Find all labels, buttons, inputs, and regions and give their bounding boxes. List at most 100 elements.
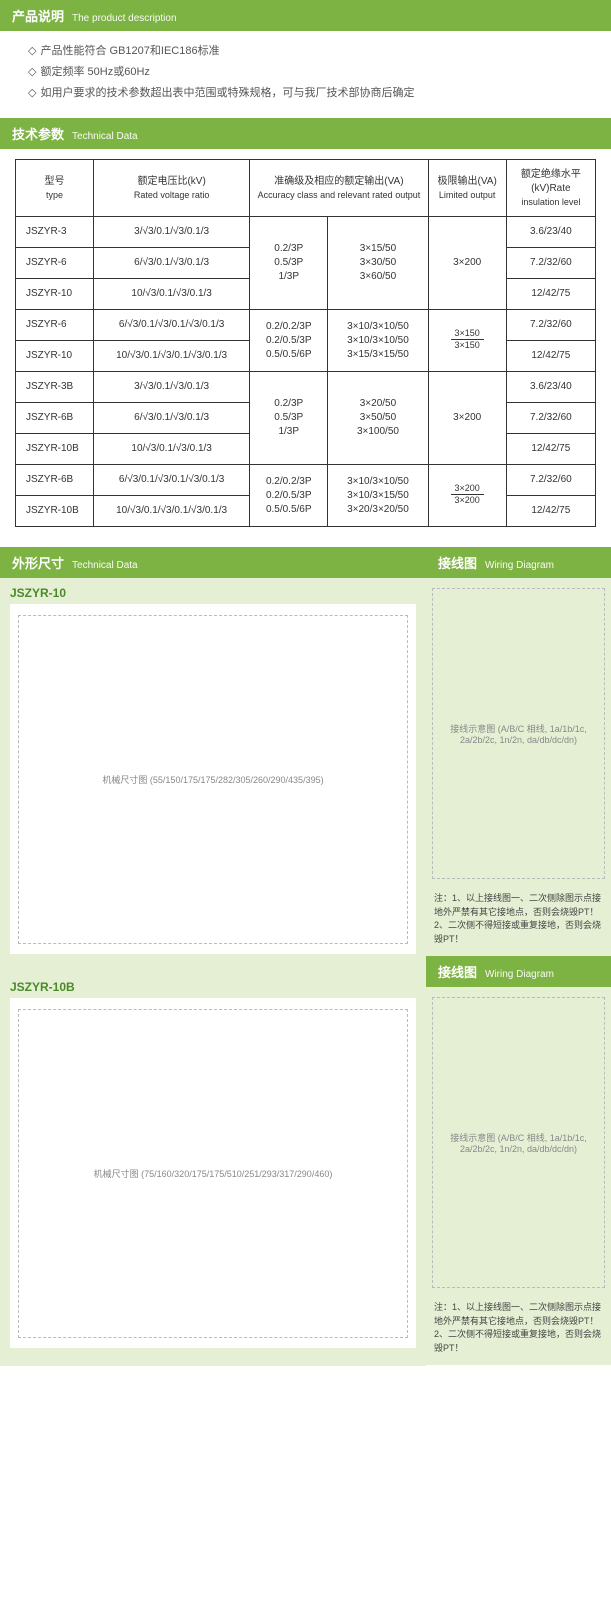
col-type-en: type [20, 189, 89, 202]
wiring-note-1: 注：1、以上接线图一、二次侧除图示点接地外严禁有其它接地点，否则会烧毁PT！ 2… [426, 888, 611, 956]
table-cell: 12/42/75 [506, 341, 595, 372]
wiring-placeholder: 接线示意图 (A/B/C 相线, 1a/1b/1c, 2a/2b/2c, 1n/… [432, 588, 606, 879]
table-cell: 10/√3/0.1/√3/0.1/3 [94, 279, 250, 310]
table-cell: 3/√3/0.1/√3/0.1/3 [94, 372, 250, 403]
table-row: JSZYR-66/√3/0.1/√3/0.1/√3/0.1/30.2/0.2/3… [16, 310, 596, 341]
outline-header-cn: 外形尺寸 [12, 553, 64, 572]
product-desc-header-en: The product description [72, 13, 177, 24]
table-cell: 12/42/75 [506, 496, 595, 527]
outline-panel-inner-1: JSZYR-10 机械尺寸图 (55/150/175/175/282/305/2… [0, 578, 426, 972]
table-cell: 7.2/32/60 [506, 310, 595, 341]
table-cell: 6/√3/0.1/√3/0.1/√3/0.1/3 [94, 465, 250, 496]
wiring-header-cn: 接线图 [438, 553, 477, 572]
table-cell: JSZYR-10 [16, 341, 94, 372]
col-accuracy-en: Accuracy class and relevant rated output [254, 189, 423, 202]
col-ratio: 额定电压比(kV) Rated voltage ratio [94, 159, 250, 217]
product-desc-body: 产品性能符合 GB1207和IEC186标准 额定频率 50Hz或60Hz 如用… [0, 31, 611, 118]
table-row: JSZYR-6B6/√3/0.1/√3/0.1/√3/0.1/30.2/0.2/… [16, 465, 596, 496]
wiring-header-cn: 接线图 [438, 962, 477, 981]
note-lead: 注： [434, 893, 452, 903]
wiring-placeholder: 接线示意图 (A/B/C 相线, 1a/1b/1c, 2a/2b/2c, 1n/… [432, 997, 606, 1288]
lower-wrap: 外形尺寸 Technical Data JSZYR-10 机械尺寸图 (55/1… [0, 547, 611, 1366]
product-desc-header-cn: 产品说明 [12, 6, 64, 25]
outline-header: 外形尺寸 Technical Data [0, 547, 426, 578]
table-cell: 0.2/3P0.5/3P1/3P [250, 217, 328, 310]
table-cell: 0.2/0.2/3P0.2/0.5/3P0.5/0.5/6P [250, 465, 328, 527]
col-accuracy-cn: 准确级及相应的额定输出(VA) [254, 175, 423, 189]
desc-line: 额定频率 50Hz或60Hz [28, 62, 583, 83]
table-cell: 7.2/32/60 [506, 403, 595, 434]
product-desc-header: 产品说明 The product description [0, 0, 611, 31]
col-limit: 极限输出(VA) Limited output [428, 159, 506, 217]
col-limit-en: Limited output [433, 189, 502, 202]
outline-panel: JSZYR-10 机械尺寸图 (55/150/175/175/282/305/2… [0, 578, 426, 1366]
table-cell: JSZYR-10B [16, 496, 94, 527]
note-1-text: 1、以上接线图一、二次侧除图示点接地外严禁有其它接地点，否则会烧毁PT！ [434, 893, 601, 917]
tech-data-header: 技术参数 Technical Data [0, 118, 611, 149]
table-cell: JSZYR-6 [16, 248, 94, 279]
table-cell: 3×200 [428, 217, 506, 310]
col-accuracy: 准确级及相应的额定输出(VA) Accuracy class and relev… [250, 159, 428, 217]
table-cell: 6/√3/0.1/√3/0.1/√3/0.1/3 [94, 310, 250, 341]
table-cell: 12/42/75 [506, 434, 595, 465]
wiring-header-1: 接线图 Wiring Diagram [426, 547, 611, 578]
outline-column: 外形尺寸 Technical Data JSZYR-10 机械尺寸图 (55/1… [0, 547, 426, 1366]
table-cell: 3/√3/0.1/√3/0.1/3 [94, 217, 250, 248]
wiring-note-2: 注：1、以上接线图一、二次侧除图示点接地外严禁有其它接地点，否则会烧毁PT！ 2… [426, 1297, 611, 1365]
table-row: JSZYR-33/√3/0.1/√3/0.1/30.2/3P0.5/3P1/3P… [16, 217, 596, 248]
table-cell: JSZYR-10 [16, 279, 94, 310]
table-cell: 3×10/3×10/503×10/3×10/503×15/3×15/50 [328, 310, 428, 372]
table-cell: JSZYR-6B [16, 465, 94, 496]
wiring-header-en: Wiring Diagram [485, 560, 554, 571]
table-cell: 3.6/23/40 [506, 372, 595, 403]
note-2-text: 2、二次侧不得短接或重复接地，否则会烧毁PT！ [434, 1329, 601, 1353]
table-cell: JSZYR-3B [16, 372, 94, 403]
table-header-row: 型号 type 额定电压比(kV) Rated voltage ratio 准确… [16, 159, 596, 217]
desc-line: 产品性能符合 GB1207和IEC186标准 [28, 41, 583, 62]
wiring-diagram-2: 接线示意图 (A/B/C 相线, 1a/1b/1c, 2a/2b/2c, 1n/… [426, 987, 611, 1297]
table-row: JSZYR-3B3/√3/0.1/√3/0.1/30.2/3P0.5/3P1/3… [16, 372, 596, 403]
table-cell: 6/√3/0.1/√3/0.1/3 [94, 403, 250, 434]
wiring-diagram-1: 接线示意图 (A/B/C 相线, 1a/1b/1c, 2a/2b/2c, 1n/… [426, 578, 611, 888]
wiring-column: 接线图 Wiring Diagram 接线示意图 (A/B/C 相线, 1a/1… [426, 547, 611, 1366]
outline-header-en: Technical Data [72, 560, 138, 571]
col-ratio-en: Rated voltage ratio [98, 189, 245, 202]
col-insul: 额定绝缘水平(kV)Rate insulation level [506, 159, 595, 217]
table-cell: JSZYR-3 [16, 217, 94, 248]
table-cell: 3×2003×200 [428, 465, 506, 527]
col-type: 型号 type [16, 159, 94, 217]
drawing-placeholder: 机械尺寸图 (55/150/175/175/282/305/260/290/43… [18, 615, 408, 944]
wiring-panel-1: 接线示意图 (A/B/C 相线, 1a/1b/1c, 2a/2b/2c, 1n/… [426, 578, 611, 956]
note-2-text: 2、二次侧不得短接或重复接地，否则会烧毁PT！ [434, 920, 601, 944]
outline-model-title-1: JSZYR-10 [10, 586, 416, 600]
table-cell: 3×10/3×10/503×10/3×15/503×20/3×20/50 [328, 465, 428, 527]
table-cell: JSZYR-6B [16, 403, 94, 434]
table-cell: 10/√3/0.1/√3/0.1/√3/0.1/3 [94, 496, 250, 527]
outline-model-title-2: JSZYR-10B [10, 980, 416, 994]
table-cell: 10/√3/0.1/√3/0.1/√3/0.1/3 [94, 341, 250, 372]
table-cell: 0.2/3P0.5/3P1/3P [250, 372, 328, 465]
col-ratio-cn: 额定电压比(kV) [98, 175, 245, 189]
drawing-placeholder: 机械尺寸图 (75/160/320/175/175/510/251/293/31… [18, 1009, 408, 1338]
table-cell: 7.2/32/60 [506, 248, 595, 279]
col-insul-cn: 额定绝缘水平(kV)Rate [511, 168, 591, 196]
table-cell: 3×20/503×50/503×100/50 [328, 372, 428, 465]
table-cell: JSZYR-6 [16, 310, 94, 341]
table-cell: 10/√3/0.1/√3/0.1/3 [94, 434, 250, 465]
table-cell: 3×200 [428, 372, 506, 465]
wiring-header-2: 接线图 Wiring Diagram [426, 956, 611, 987]
note-1-text: 1、以上接线图一、二次侧除图示点接地外严禁有其它接地点，否则会烧毁PT！ [434, 1302, 601, 1326]
col-limit-cn: 极限输出(VA) [433, 175, 502, 189]
mechanical-drawing-2: 机械尺寸图 (75/160/320/175/175/510/251/293/31… [10, 998, 416, 1348]
outline-panel-inner-2: JSZYR-10B 机械尺寸图 (75/160/320/175/175/510/… [0, 972, 426, 1366]
col-type-cn: 型号 [20, 175, 89, 189]
mechanical-drawing-1: 机械尺寸图 (55/150/175/175/282/305/260/290/43… [10, 604, 416, 954]
table-cell: 7.2/32/60 [506, 465, 595, 496]
note-lead: 注： [434, 1302, 452, 1312]
table-cell: 0.2/0.2/3P0.2/0.5/3P0.5/0.5/6P [250, 310, 328, 372]
col-insul-en: insulation level [511, 196, 591, 209]
table-cell: 3×1503×150 [428, 310, 506, 372]
tech-data-header-en: Technical Data [72, 131, 138, 142]
wiring-panel-2: 接线示意图 (A/B/C 相线, 1a/1b/1c, 2a/2b/2c, 1n/… [426, 987, 611, 1365]
desc-line: 如用户要求的技术参数超出表中范围或特殊规格，可与我厂技术部协商后确定 [28, 83, 583, 104]
